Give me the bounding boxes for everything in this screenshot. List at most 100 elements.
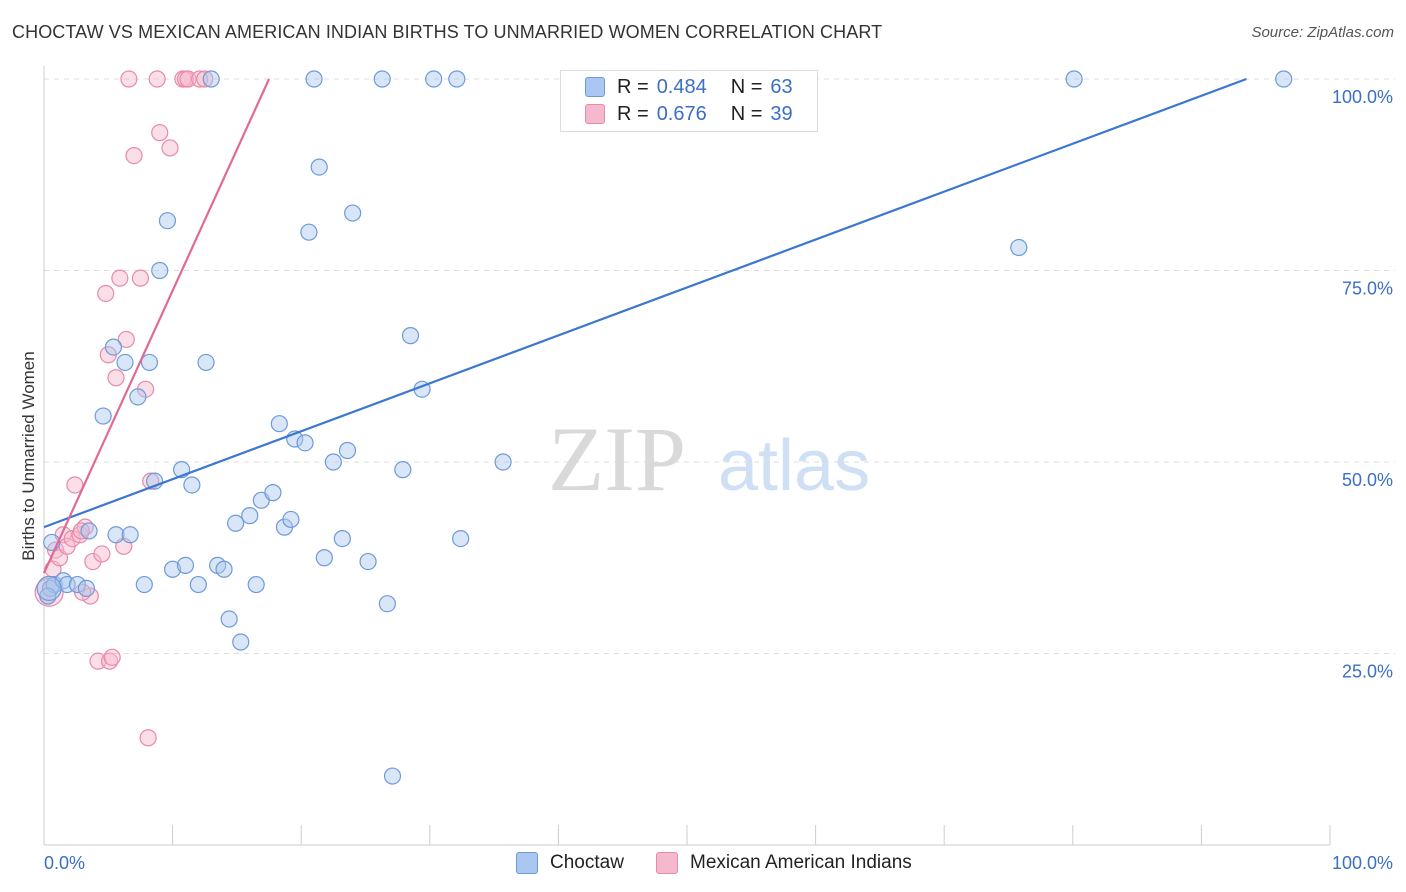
trend-line-choctaw [43,77,1247,529]
y-tick-label: 75.0% [1342,279,1393,299]
data-point-choctaw-cluster [36,575,62,601]
data-point-mexican-american-indians [125,147,143,165]
data-point-mexican-american-indians [111,269,129,287]
data-point-choctaw [344,204,362,222]
stats-legend: R = 0.484 N = 63 R = 0.676 N = 39 [560,70,818,132]
data-point-choctaw [1010,238,1028,257]
data-point-choctaw [116,353,134,372]
data-point-choctaw [158,212,177,230]
n-value: 63 [770,75,793,98]
data-point-mexican-american-indians [148,70,166,88]
legend-item-mexican-american-indians: Mexican American Indians [656,852,912,874]
data-point-choctaw [215,560,233,578]
watermark: ZIP atlas [548,408,870,510]
data-point-choctaw [282,510,300,529]
watermark-zip: ZIP [548,408,686,510]
data-point-choctaw [227,514,245,532]
legend-swatch-choctaw [516,852,538,874]
data-point-choctaw [270,415,288,433]
data-point-choctaw [359,552,377,571]
n-label: N = [730,75,763,98]
data-point-choctaw [140,353,159,372]
data-point-choctaw [247,575,265,594]
data-point-choctaw [378,595,396,613]
legend-item-choctaw: Choctaw [516,852,624,874]
data-point-choctaw [80,522,98,540]
data-point-mexican-american-indians [66,476,84,494]
data-point-choctaw [373,70,391,88]
chart-title: CHOCTAW VS MEXICAN AMERICAN INDIAN BIRTH… [12,22,883,42]
x-tick-label-min: 0.0% [44,853,85,873]
grid-layer [44,78,1395,654]
data-point-choctaw [129,388,147,406]
data-point-choctaw [300,223,318,241]
data-point-choctaw [394,461,412,479]
data-point-choctaw [1275,70,1293,88]
legend-swatch-pink [585,104,605,124]
data-point-mexican-american-indians [139,729,157,747]
data-point-choctaw [401,327,420,345]
n-label: N = [730,102,763,125]
legend-swatch-mexican-american-indians [656,852,678,874]
data-point-choctaw [104,338,123,356]
data-point-choctaw [448,70,466,88]
data-point-choctaw [305,70,323,88]
trend-line-mexican-american-indians [42,78,271,574]
data-point-choctaw [151,261,169,280]
watermark-atlas: atlas [718,426,870,506]
data-point-choctaw [333,529,351,548]
data-point-choctaw [135,575,153,594]
data-point-choctaw [324,453,342,471]
data-point-choctaw [452,529,470,548]
legend-label-mexican-american-indians: Mexican American Indians [690,852,912,873]
stats-row-choctaw: R = 0.484 N = 63 [585,74,793,100]
y-tick-label: 25.0% [1342,662,1393,682]
data-point-mexican-american-indians [151,124,169,142]
data-point-mexican-american-indians [93,545,111,563]
data-point-choctaw [94,407,112,425]
data-point-choctaw [202,70,220,88]
y-tick-label: 50.0% [1342,470,1393,490]
data-point-choctaw [197,353,215,372]
data-point-mexican-american-indians [97,284,115,303]
data-point-choctaw [310,158,328,176]
axis-layer [43,66,1331,846]
data-point-choctaw [183,476,201,494]
data-point-choctaw [425,70,443,88]
y-axis-label: Births to Unmarried Women [19,351,38,560]
source-label: Source: ZipAtlas.com [1251,24,1394,41]
data-point-choctaw [189,575,207,594]
series-choctaw-points [36,70,1293,785]
data-point-choctaw [68,575,87,594]
data-point-choctaw [338,441,357,460]
tick-labels: 25.0% 50.0% 75.0% 100.0% 0.0% 100.0% [44,87,1393,873]
r-value: 0.484 [656,75,707,98]
data-point-choctaw [176,556,195,575]
n-value: 39 [770,102,793,125]
data-point-choctaw [383,767,402,785]
data-point-mexican-american-indians [103,648,121,666]
data-point-choctaw [77,579,96,597]
y-tick-label: 100.0% [1332,87,1393,107]
data-point-choctaw [220,610,238,628]
data-point-choctaw [296,434,314,452]
data-point-choctaw [121,526,139,544]
data-point-mexican-american-indians [161,139,179,157]
r-label: R = [617,75,649,98]
data-point-choctaw [494,453,512,471]
stats-row-mexican-american-indians: R = 0.676 N = 39 [585,101,793,127]
data-point-choctaw [241,507,259,525]
data-point-choctaw [232,633,250,651]
r-label: R = [617,102,649,125]
legend-label-choctaw: Choctaw [550,852,624,873]
data-point-mexican-american-indians [120,70,138,88]
data-point-choctaw [164,560,182,578]
series-mexican-american-indians-points [34,70,214,747]
r-value: 0.676 [656,102,707,125]
trend-lines [42,77,1247,574]
data-point-choctaw [107,526,125,544]
data-point-choctaw [264,484,282,502]
data-point-mexican-american-indians [131,269,150,287]
data-point-mexican-american-indians [117,330,135,349]
